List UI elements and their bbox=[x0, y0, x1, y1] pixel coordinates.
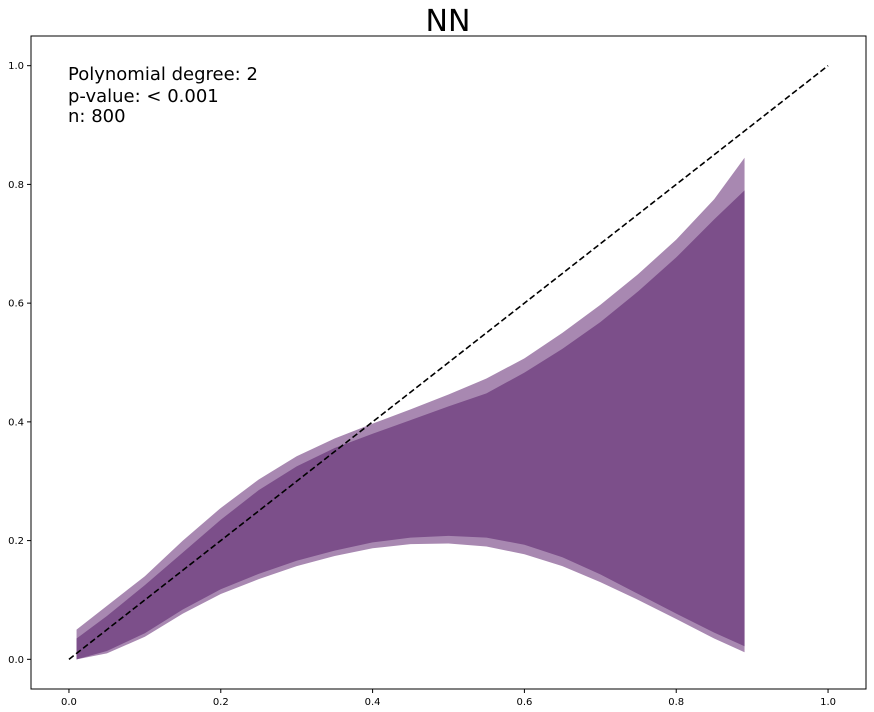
annotation-box: Polynomial degree: 2 p-value: < 0.001 n:… bbox=[68, 64, 258, 127]
x-tick-label: 0.8 bbox=[668, 697, 684, 708]
y-tick-label: 1.0 bbox=[8, 61, 24, 72]
x-tick-label: 0.4 bbox=[365, 697, 381, 708]
annotation-n: n: 800 bbox=[68, 106, 126, 127]
annotation-degree: Polynomial degree: 2 bbox=[68, 64, 258, 85]
x-tick-label: 0.0 bbox=[61, 697, 77, 708]
reference-line bbox=[68, 65, 829, 660]
annotation-pvalue: p-value: < 0.001 bbox=[68, 86, 219, 107]
chart-title: NN bbox=[426, 4, 471, 39]
y-tick-label: 0.0 bbox=[8, 655, 24, 666]
y-tick-label: 0.8 bbox=[8, 180, 24, 191]
y-tick-label: 0.2 bbox=[8, 536, 24, 547]
axes-frame bbox=[30, 35, 867, 690]
x-tick-label: 1.0 bbox=[820, 697, 836, 708]
plot-area: 0.0 0.2 0.4 0.6 0.8 1.0 0.0 0.2 0.4 0.6 0.8 1.0 bbox=[8, 35, 867, 708]
y-tick-label: 0.6 bbox=[8, 299, 24, 310]
confidence-band-2 bbox=[76, 190, 745, 660]
x-tick-label: 0.6 bbox=[516, 697, 532, 708]
y-tick-label: 0.4 bbox=[8, 417, 24, 428]
x-tick-label: 0.2 bbox=[213, 697, 229, 708]
